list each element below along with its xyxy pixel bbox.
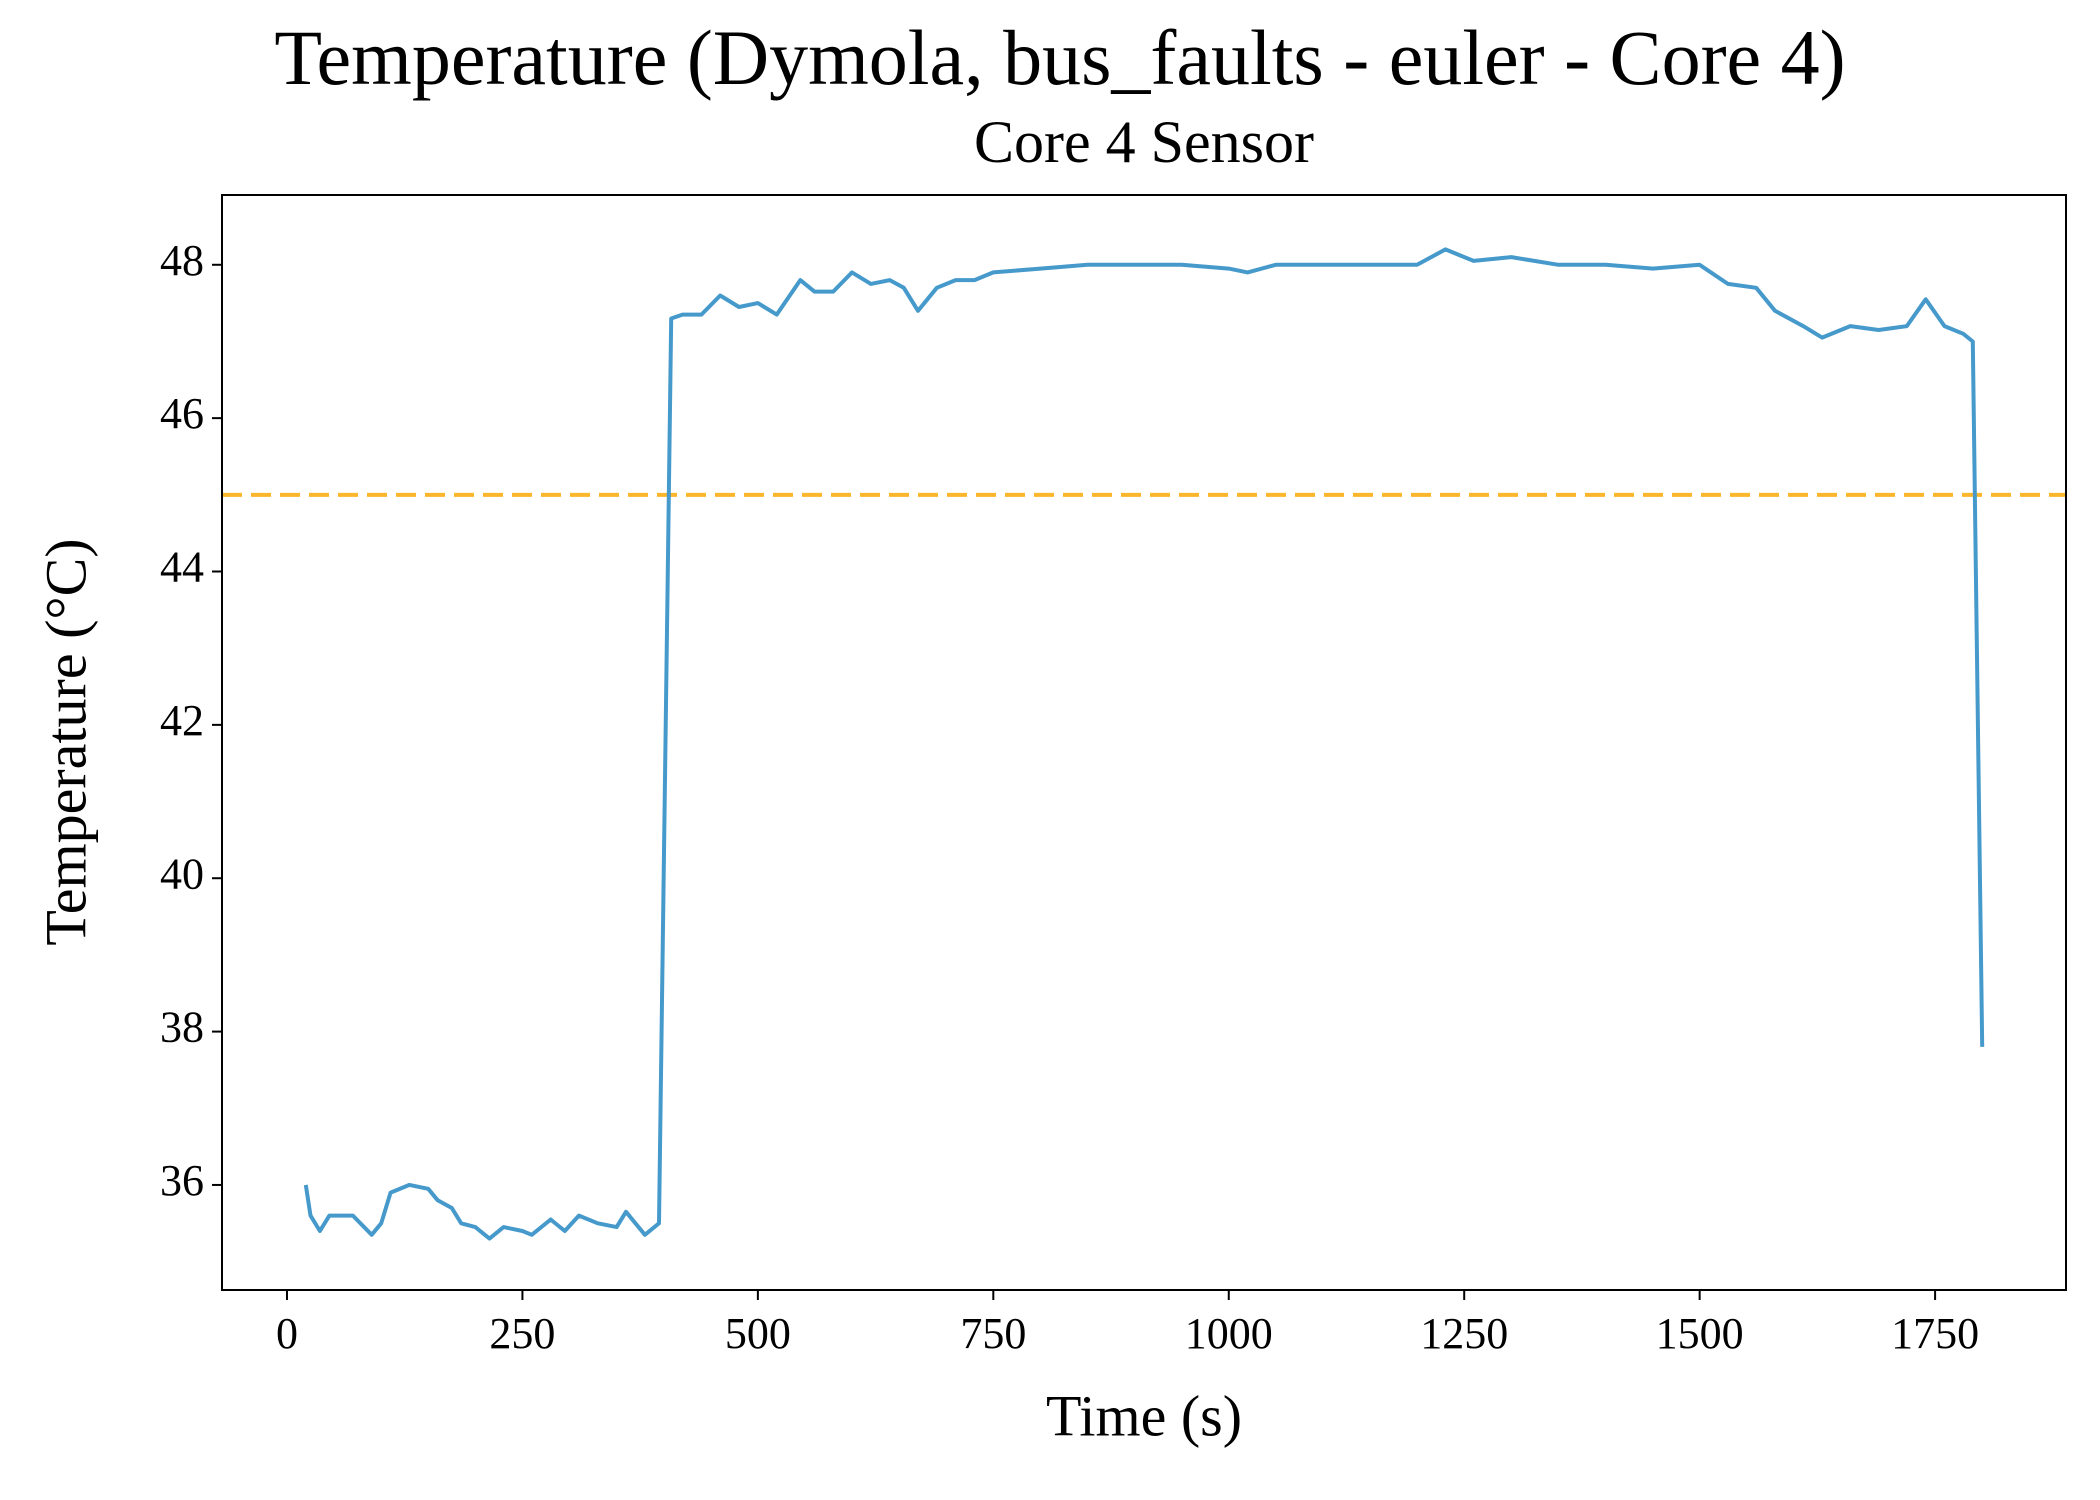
y-tick-label: 46 <box>160 389 204 438</box>
y-tick-label: 48 <box>160 236 204 285</box>
y-tick-label: 38 <box>160 1003 204 1052</box>
x-axis-label: Time (s) <box>1046 1383 1242 1448</box>
x-tick-label: 0 <box>276 1309 298 1358</box>
chart-subtitle: Core 4 Sensor <box>974 109 1314 175</box>
y-tick-label: 36 <box>160 1156 204 1205</box>
plot-frame <box>221 194 2067 1291</box>
x-tick-label: 1750 <box>1891 1309 1979 1358</box>
y-tick-label: 42 <box>160 696 204 745</box>
x-tick-label: 1000 <box>1185 1309 1273 1358</box>
chart-title: Temperature (Dymola, bus_faults - euler … <box>274 14 1845 101</box>
data-line <box>303 247 1985 1241</box>
x-tick-label: 750 <box>960 1309 1026 1358</box>
x-tick-label: 250 <box>489 1309 555 1358</box>
x-tick-label: 1500 <box>1656 1309 1744 1358</box>
x-tick-label: 500 <box>725 1309 791 1358</box>
y-tick-label: 40 <box>160 849 204 898</box>
y-axis-label: Temperature (°C) <box>33 538 98 945</box>
x-tick-label: 1250 <box>1420 1309 1508 1358</box>
y-tick-label: 44 <box>160 543 204 592</box>
